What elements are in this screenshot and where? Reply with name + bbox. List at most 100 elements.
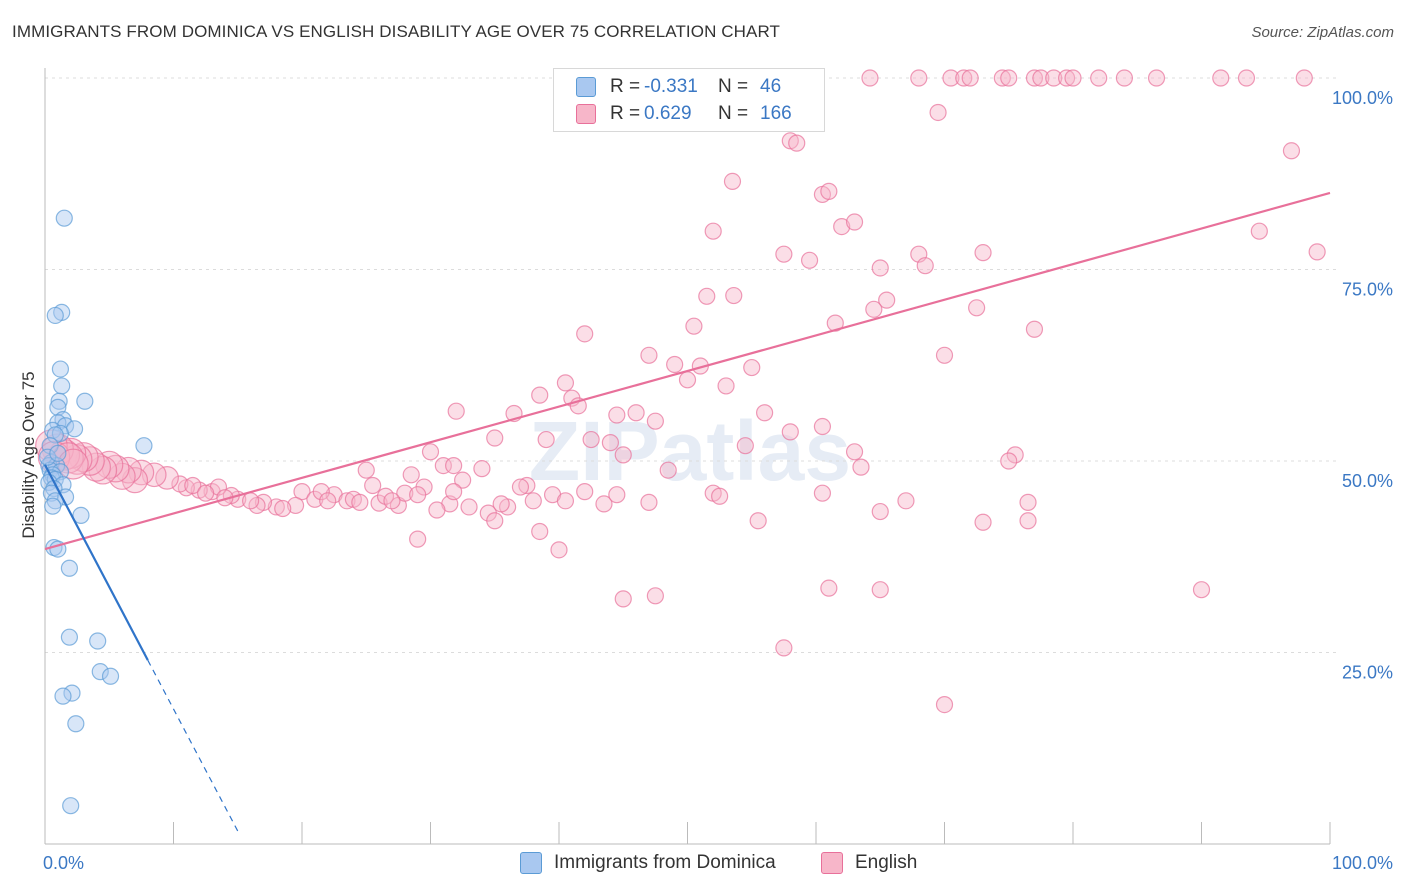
english-point xyxy=(865,300,883,318)
english-point xyxy=(81,452,112,482)
dominica-point xyxy=(50,392,68,410)
english-point xyxy=(711,487,729,505)
english-point xyxy=(955,69,973,87)
english-point xyxy=(184,476,202,495)
bottom-legend-label-english: English xyxy=(855,852,918,873)
dominica-point xyxy=(89,632,107,650)
english-point xyxy=(871,502,889,521)
english-point xyxy=(993,69,1011,87)
dominica-point xyxy=(38,448,57,466)
english-point xyxy=(1032,69,1050,87)
english-point xyxy=(319,492,337,510)
english-point xyxy=(775,639,793,657)
english-point xyxy=(402,466,420,484)
dominica-point xyxy=(76,392,94,410)
dominica-point xyxy=(91,663,109,681)
y-axis-label: Disability Age Over 75 xyxy=(19,371,38,538)
english-point xyxy=(370,494,388,512)
english-point xyxy=(357,461,375,479)
english-point xyxy=(428,501,446,519)
english-point xyxy=(601,434,620,452)
dominica-point xyxy=(60,628,79,646)
y-tick-label: 75.0% xyxy=(1342,280,1393,300)
dominica-point xyxy=(101,667,120,685)
english-point xyxy=(595,495,613,513)
n-value-english: 166 xyxy=(760,103,792,124)
english-point xyxy=(871,259,889,277)
english-point xyxy=(1045,69,1063,87)
english-point xyxy=(454,471,472,489)
english-point xyxy=(473,460,491,478)
english-point xyxy=(704,222,722,240)
dominica-trend-line xyxy=(44,464,149,661)
x-tick-label-min: 0.0% xyxy=(43,853,84,873)
dominica-point xyxy=(53,377,71,395)
english-point xyxy=(537,430,555,449)
english-point xyxy=(788,134,806,152)
english-point xyxy=(409,530,427,548)
dominica-point xyxy=(49,444,67,462)
english-point xyxy=(845,213,864,231)
english-point xyxy=(861,69,879,87)
stats-legend: R = -0.331 N = 46 R = 0.629 N = 166 xyxy=(553,68,825,132)
english-point xyxy=(974,244,992,262)
english-point xyxy=(576,325,594,343)
english-point xyxy=(725,286,743,305)
bottom-legend-english[interactable]: English xyxy=(821,852,917,874)
legend-row-dominica: R = -0.331 N = 46 xyxy=(576,74,781,100)
english-point xyxy=(274,499,292,518)
english-point xyxy=(820,579,838,597)
english-point xyxy=(743,358,761,377)
bottom-legend-label-dominica: Immigrants from Dominica xyxy=(554,852,776,873)
english-point xyxy=(929,103,947,122)
legend-swatch-dominica xyxy=(576,77,596,97)
english-point xyxy=(364,476,382,495)
english-point xyxy=(524,492,542,510)
english-point xyxy=(723,172,742,191)
dominica-point xyxy=(55,209,73,227)
english-point xyxy=(1000,69,1018,87)
english-point xyxy=(608,406,626,424)
english-point xyxy=(486,429,504,447)
dominica-point xyxy=(51,360,70,378)
y-tick-label: 50.0% xyxy=(1342,471,1393,491)
dominica-point xyxy=(72,506,90,524)
dominica-trend-extension xyxy=(147,659,239,832)
english-point xyxy=(678,371,697,389)
english-point xyxy=(409,486,427,504)
english-point xyxy=(717,377,735,395)
watermark: ZIPatlas xyxy=(529,404,851,498)
english-point xyxy=(35,429,68,463)
y-tick-label: 100.0% xyxy=(1332,88,1393,108)
dominica-point xyxy=(60,559,79,577)
english-point xyxy=(1000,452,1018,470)
english-point xyxy=(460,498,478,516)
english-point xyxy=(749,512,767,530)
english-point xyxy=(1115,69,1134,87)
x-tick-label-max: 100.0% xyxy=(1332,853,1393,873)
english-point xyxy=(685,317,703,335)
english-point xyxy=(1025,320,1044,338)
english-point xyxy=(646,587,664,605)
dominica-point xyxy=(46,426,64,444)
english-point xyxy=(1308,243,1326,261)
chart-title: IMMIGRANTS FROM DOMINICA VS ENGLISH DISA… xyxy=(12,22,781,41)
bottom-legend-dominica[interactable]: Immigrants from Dominica xyxy=(520,852,776,874)
dominica-point xyxy=(54,687,72,705)
english-point xyxy=(942,69,960,87)
english-point xyxy=(614,446,632,464)
english-point xyxy=(659,461,677,479)
english-point xyxy=(1090,69,1108,87)
dominica-point xyxy=(67,715,85,733)
english-point xyxy=(338,492,356,510)
bottom-legend-swatch-english xyxy=(821,852,843,874)
english-point xyxy=(640,346,658,364)
english-point xyxy=(961,69,979,87)
n-value-dominica: 46 xyxy=(760,76,782,97)
english-point xyxy=(445,483,463,501)
dominica-point xyxy=(62,797,80,815)
english-point xyxy=(267,498,285,516)
n-label: N = xyxy=(718,103,749,124)
english-point xyxy=(531,522,549,541)
